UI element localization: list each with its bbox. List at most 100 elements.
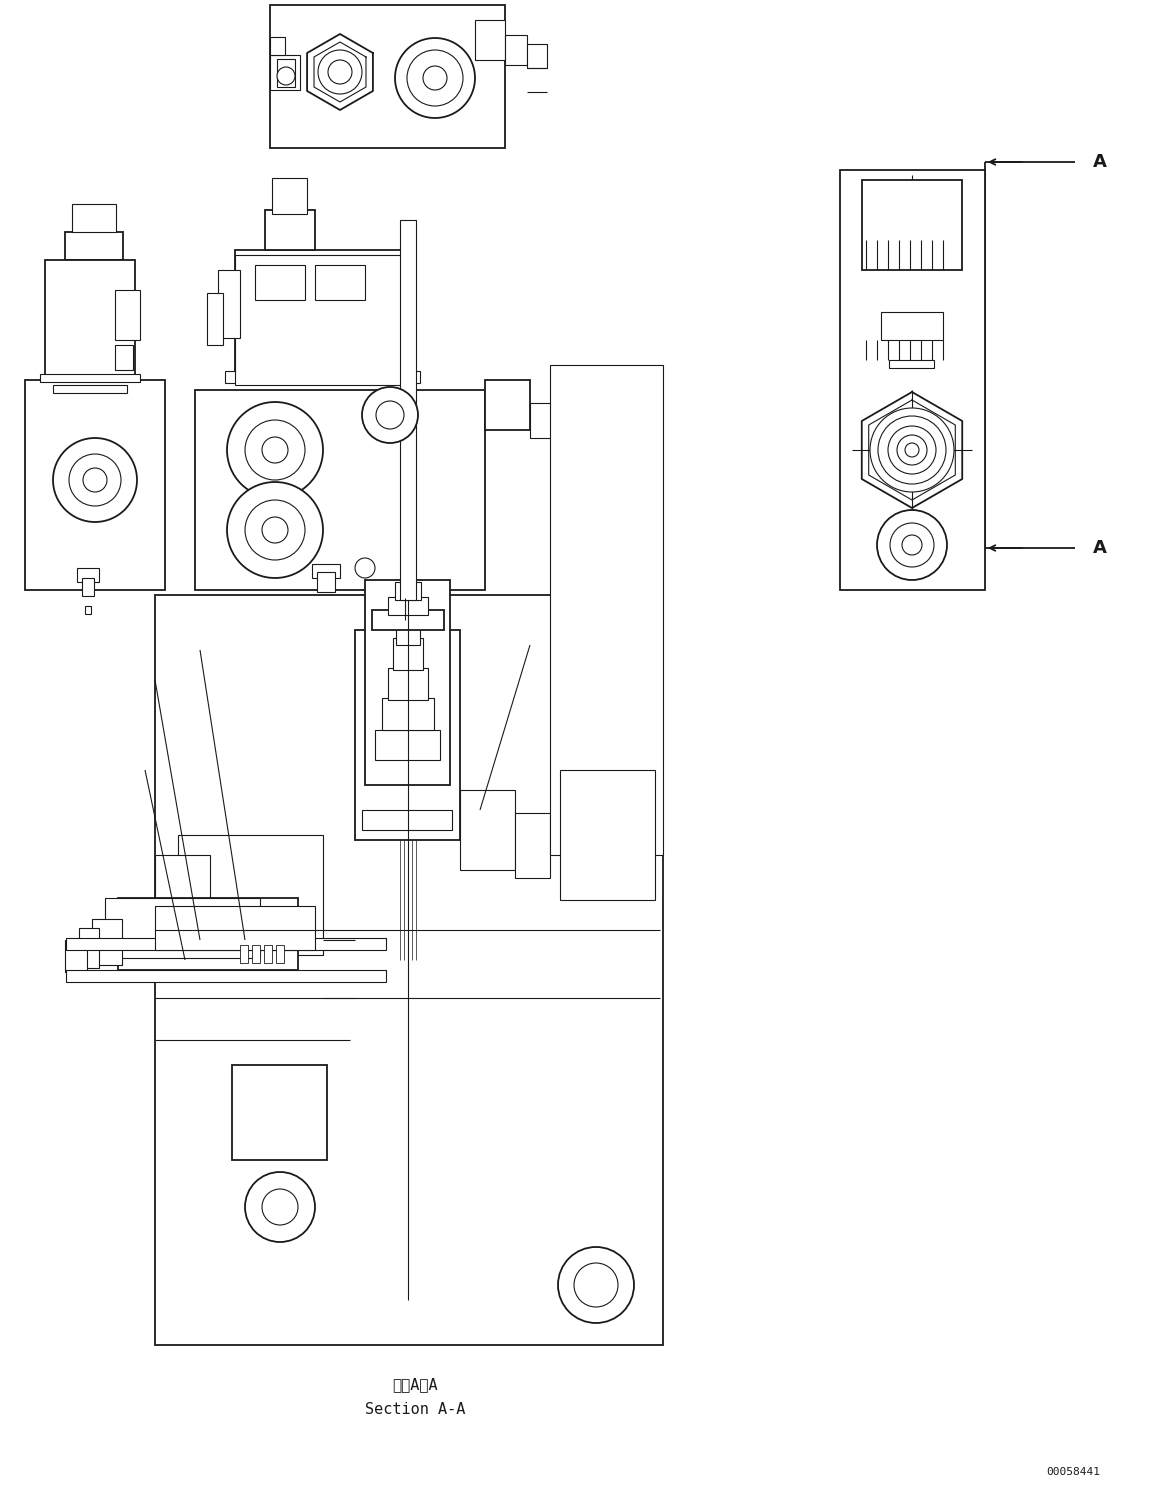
Bar [550,366,663,855]
Bar [277,60,295,87]
Bar [395,582,421,600]
Circle shape [395,37,475,118]
Bar [276,944,284,962]
Bar [25,380,165,589]
Bar [560,770,655,900]
Bar [475,19,506,60]
Bar [355,630,460,840]
Circle shape [407,51,463,106]
Bar [195,389,485,589]
Circle shape [262,518,288,543]
Circle shape [228,482,323,577]
Circle shape [262,1189,298,1225]
Bar [530,403,552,439]
Circle shape [262,437,288,463]
Bar [321,601,331,612]
Bar [240,944,248,962]
Bar [889,360,934,369]
Circle shape [277,67,295,85]
Circle shape [245,1173,315,1241]
Bar [388,597,427,615]
Circle shape [897,436,927,466]
Bar [265,210,315,251]
Bar [365,580,450,785]
Circle shape [905,443,919,457]
Circle shape [245,421,304,480]
Circle shape [877,510,947,580]
Text: A: A [1093,154,1106,172]
Bar [886,213,938,225]
Bar [79,928,99,968]
Text: Section A-A: Section A-A [365,1402,465,1417]
Circle shape [870,407,954,492]
Bar [313,564,340,577]
Bar [515,813,550,877]
Text: A: A [1093,539,1106,557]
Bar [155,855,210,940]
Circle shape [245,500,304,560]
Circle shape [83,468,107,492]
Bar [527,43,547,69]
Bar [45,260,134,380]
Bar [270,4,506,148]
Bar [862,181,962,270]
Bar [72,204,116,231]
Bar [65,231,123,260]
Bar [270,37,285,55]
Bar [115,289,140,340]
Text: 00058441: 00058441 [1046,1467,1100,1477]
Bar [317,571,336,592]
Bar [552,419,570,443]
Bar [400,219,416,600]
Bar [893,189,931,207]
Bar [65,940,87,971]
Bar [155,930,185,980]
Circle shape [558,1247,634,1323]
Bar [393,639,423,670]
Bar [218,270,240,339]
Bar [236,251,410,380]
Bar [118,898,298,970]
Circle shape [890,524,934,567]
Bar [396,618,421,645]
Bar [92,919,122,965]
Circle shape [902,536,921,555]
Bar [362,810,452,830]
Bar [270,55,300,90]
Circle shape [878,416,946,483]
Bar [255,266,304,300]
Bar [40,374,140,382]
Circle shape [376,401,404,430]
Bar [381,698,434,730]
Circle shape [888,427,936,474]
Bar [155,595,663,1344]
Bar [65,938,386,950]
Circle shape [69,454,121,506]
Bar [105,898,260,958]
Bar [232,1065,327,1159]
Bar [506,34,527,66]
Circle shape [228,401,323,498]
Circle shape [53,439,137,522]
Bar [155,906,315,950]
Bar [115,345,133,370]
Bar [236,255,410,385]
Bar [207,292,223,345]
Bar [840,170,985,589]
Circle shape [574,1264,618,1307]
Circle shape [318,51,362,94]
Bar [82,577,94,595]
Bar [225,372,421,383]
Circle shape [423,66,447,90]
Bar [65,970,386,982]
Bar [388,668,427,700]
Bar [252,944,260,962]
Bar [264,944,272,962]
Bar [460,789,515,870]
Text: 断面A－A: 断面A－A [392,1377,438,1392]
Bar [372,610,444,630]
Bar [881,312,943,340]
Bar [272,178,307,213]
Bar [77,568,99,582]
Bar [53,385,128,392]
